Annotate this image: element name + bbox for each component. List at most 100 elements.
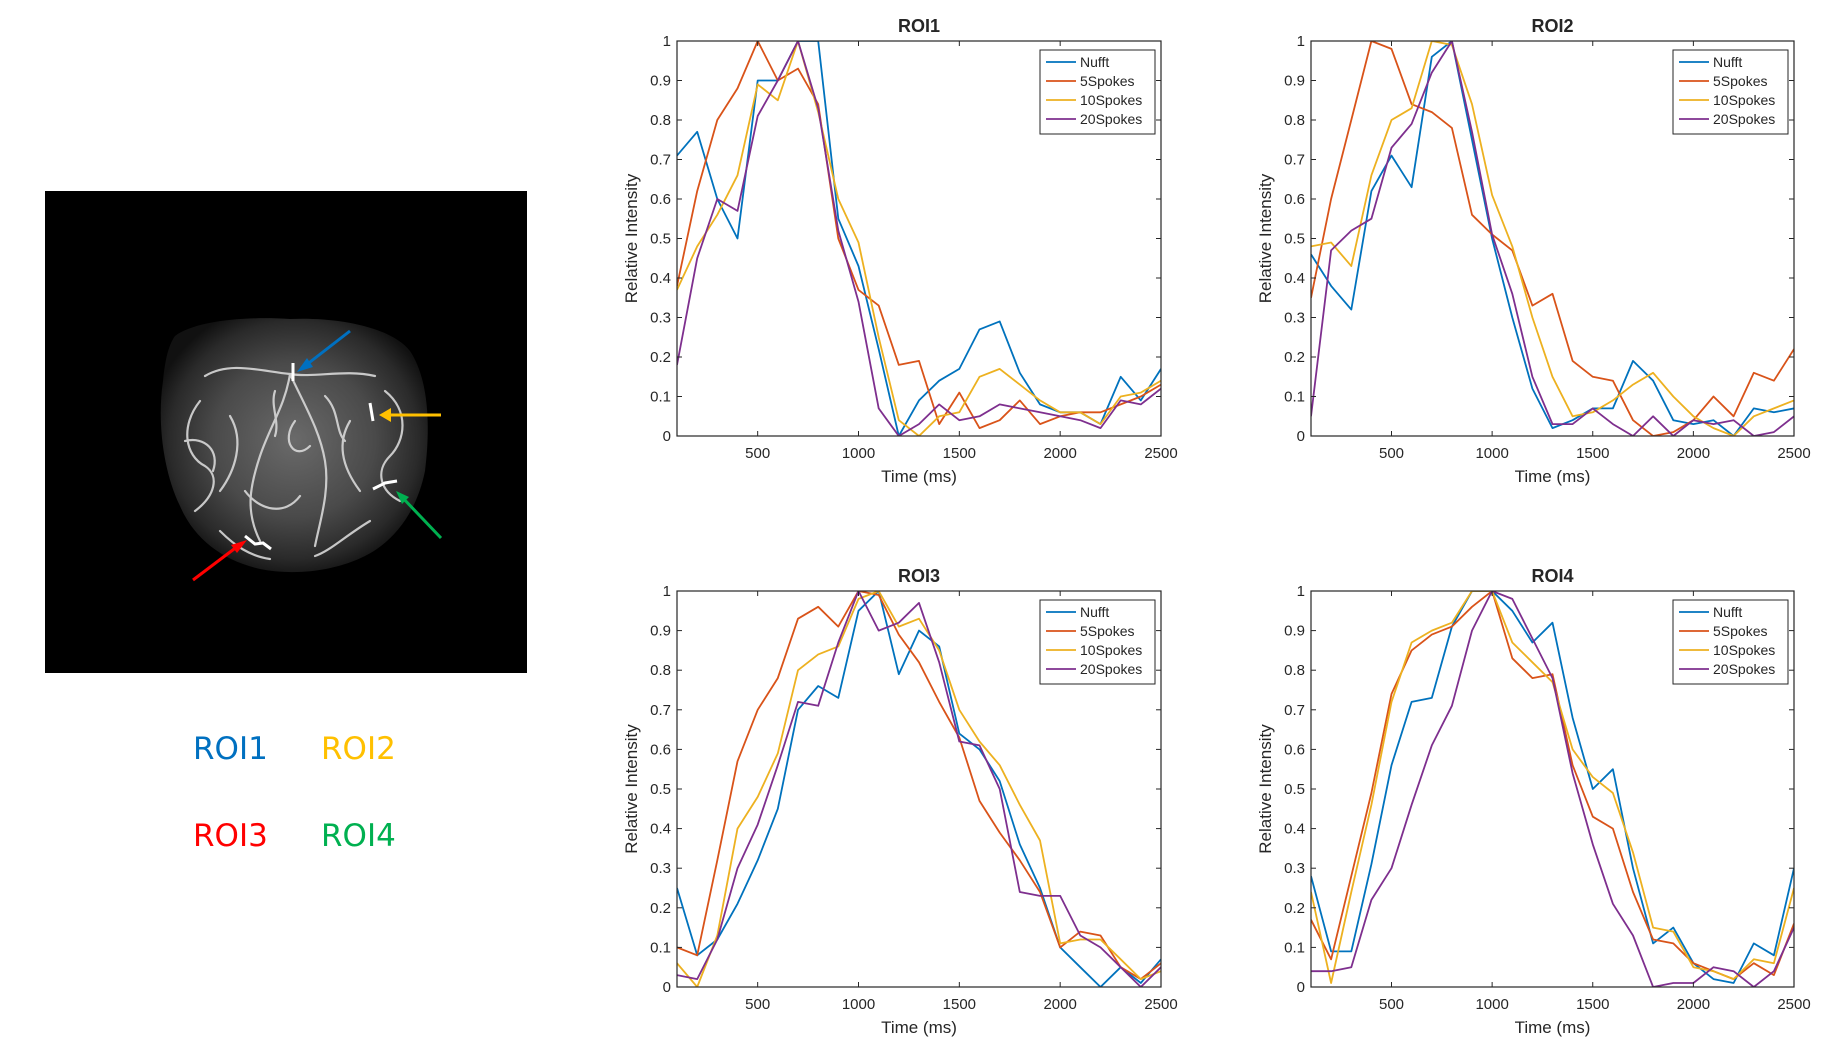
legend-box [1672,49,1789,135]
x-axis-label: Time (ms) [881,1018,957,1037]
x-tick-label: 1000 [842,996,875,1013]
x-axis-label: Time (ms) [881,467,957,486]
y-tick-label: 0.9 [650,623,671,640]
roi1-arrowhead [297,358,313,372]
y-axis-label: Relative Intensity [622,724,641,854]
y-tick-label: 0.2 [1284,349,1305,366]
brain-silhouette [160,318,428,573]
y-tick-label: 0.9 [1284,623,1305,640]
legend-label-nufft: Nufft [1713,604,1742,620]
y-tick-label: 0.4 [1284,270,1305,287]
x-tick-label: 2500 [1777,996,1810,1013]
x-axis-label: Time (ms) [1515,467,1591,486]
x-axis-label: Time (ms) [1515,1018,1591,1037]
y-tick-label: 0.8 [1284,112,1305,129]
brain-svg [160,318,443,582]
chart-title: ROI3 [898,566,940,586]
legend-label-5spokes: 5Spokes [1713,623,1767,639]
roi4-arrowhead [396,491,409,504]
x-tick-label: 1500 [1576,445,1609,462]
legend-label-nufft: Nufft [1080,604,1109,620]
series-line-20spokes [677,41,1161,436]
legend-label-10spokes: 10Spokes [1713,92,1775,108]
y-tick-label: 0.9 [1284,73,1305,90]
roi4-arrow [398,493,443,540]
x-tick-label: 2500 [1144,445,1177,462]
y-tick-label: 0.5 [1284,781,1305,798]
angiography-image [45,191,527,673]
y-tick-label: 0.8 [650,112,671,129]
x-tick-label: 1000 [1475,445,1508,462]
legend-label-20spokes: 20Spokes [1080,111,1142,127]
roi3-arrowhead [231,540,247,553]
y-axis-label: Relative Intensity [622,173,641,303]
legend-label-20spokes: 20Spokes [1713,661,1775,677]
legend-box [1039,49,1156,135]
y-axis-label: Relative Intensity [1256,724,1275,854]
y-axis-label: Relative Intensity [1256,173,1275,303]
x-tick-label: 500 [1379,445,1404,462]
legend-box [1039,599,1156,685]
x-tick-label: 500 [1379,996,1404,1013]
legend-label-10spokes: 10Spokes [1713,642,1775,658]
y-tick-label: 0.9 [650,73,671,90]
y-tick-label: 0.6 [650,741,671,758]
y-tick-label: 0.1 [1284,389,1305,406]
chart-title: ROI2 [1531,16,1573,36]
series-line-5spokes [1311,41,1794,436]
roi2-legend-label: ROI2 [321,731,396,767]
legend: Nufft 5Spokes 10Spokes 20Spokes [1672,49,1789,135]
series-line-20spokes [677,591,1161,987]
x-tick-label: 2000 [1677,996,1710,1013]
series-line-10spokes [677,591,1161,987]
y-tick-label: 0 [1297,979,1305,996]
y-tick-label: 0 [663,428,671,445]
x-tick-label: 500 [745,996,770,1013]
legend-label-nufft: Nufft [1080,54,1109,70]
roi3-marker [244,534,272,551]
y-tick-label: 0 [663,979,671,996]
y-tick-label: 0.1 [650,939,671,956]
x-tick-label: 1500 [943,445,976,462]
legend-label-5spokes: 5Spokes [1080,623,1134,639]
x-tick-label: 1000 [842,445,875,462]
y-tick-label: 0.6 [1284,191,1305,208]
y-tick-label: 0.8 [1284,662,1305,679]
series-line-nufft [1311,41,1794,436]
y-tick-label: 0 [1297,428,1305,445]
y-tick-label: 0.5 [1284,231,1305,248]
x-tick-label: 500 [745,445,770,462]
x-tick-label: 2500 [1144,996,1177,1013]
series-line-5spokes [677,591,1161,980]
x-tick-label: 2000 [1043,445,1076,462]
y-tick-label: 1 [1297,33,1305,50]
y-tick-label: 0.5 [650,781,671,798]
y-tick-label: 0.4 [650,270,671,287]
chart-title: ROI1 [898,16,940,36]
vessel-network [183,366,404,561]
x-tick-label: 1000 [1475,996,1508,1013]
y-tick-label: 0.7 [650,152,671,169]
series-lines [1311,41,1794,436]
legend-label-10spokes: 10Spokes [1080,642,1142,658]
series-line-20spokes [1311,41,1794,436]
legend-label-10spokes: 10Spokes [1080,92,1142,108]
roi4-legend-label: ROI4 [321,818,396,854]
series-line-10spokes [677,41,1161,436]
arrows [192,329,443,582]
y-tick-label: 0.3 [1284,310,1305,327]
series-lines [677,41,1161,436]
y-tick-label: 1 [663,583,671,600]
y-tick-label: 0.7 [650,702,671,719]
series-line-20spokes [1311,591,1794,987]
y-tick-label: 0.8 [650,662,671,679]
y-tick-label: 0.4 [650,821,671,838]
legend: Nufft 5Spokes 10Spokes 20Spokes [1672,599,1789,685]
y-tick-label: 1 [1297,583,1305,600]
legend-label-20spokes: 20Spokes [1713,111,1775,127]
y-tick-label: 0.7 [1284,152,1305,169]
